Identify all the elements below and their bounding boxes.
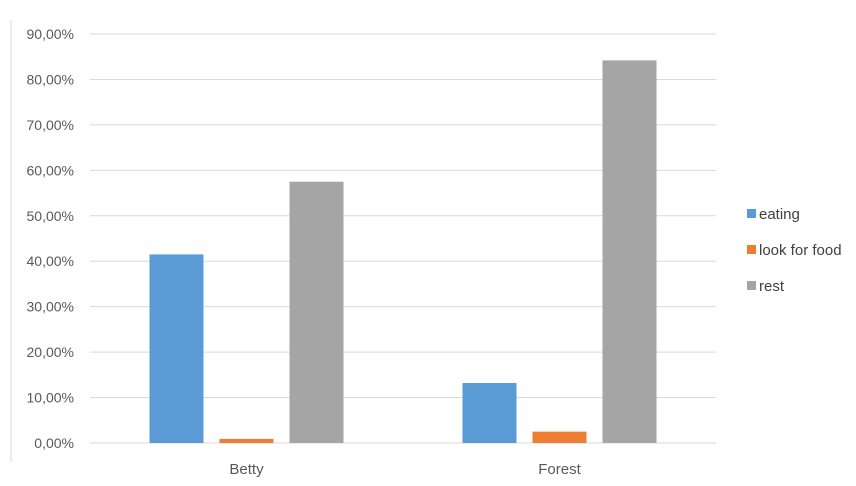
bar-look-for-food-forest bbox=[532, 431, 587, 443]
legend-swatch bbox=[747, 209, 756, 218]
y-tick-label: 20,00% bbox=[27, 344, 74, 360]
y-tick-label: 30,00% bbox=[27, 299, 74, 315]
y-tick-label: 40,00% bbox=[27, 253, 74, 269]
legend-label: rest bbox=[759, 278, 785, 295]
bar-rest-forest bbox=[602, 60, 657, 443]
x-category-label: Forest bbox=[538, 461, 581, 478]
x-axis-categories: Betty Forest bbox=[229, 461, 581, 478]
y-tick-label: 70,00% bbox=[27, 117, 74, 133]
legend-swatch bbox=[747, 245, 756, 254]
y-tick-label: 0,00% bbox=[34, 435, 74, 451]
legend-label: look for food bbox=[759, 242, 842, 259]
bar-rest-betty bbox=[289, 181, 344, 443]
bar-look-for-food-betty bbox=[219, 438, 274, 443]
y-axis-ticks: 0,00% 10,00% 20,00% 30,00% 40,00% 50,00% 60,00… bbox=[27, 26, 74, 451]
y-tick-label: 60,00% bbox=[27, 162, 74, 178]
x-category-label: Betty bbox=[229, 461, 264, 478]
y-tick-label: 50,00% bbox=[27, 208, 74, 224]
bar-eating-betty bbox=[149, 254, 204, 443]
y-tick-label: 10,00% bbox=[27, 390, 74, 406]
bar-eating-forest bbox=[462, 383, 517, 443]
legend-swatch bbox=[747, 281, 756, 290]
bars bbox=[149, 60, 657, 443]
y-tick-label: 90,00% bbox=[27, 26, 74, 42]
legend-label: eating bbox=[759, 206, 800, 223]
y-tick-label: 80,00% bbox=[27, 71, 74, 87]
legend: eating look for food rest bbox=[747, 206, 842, 295]
